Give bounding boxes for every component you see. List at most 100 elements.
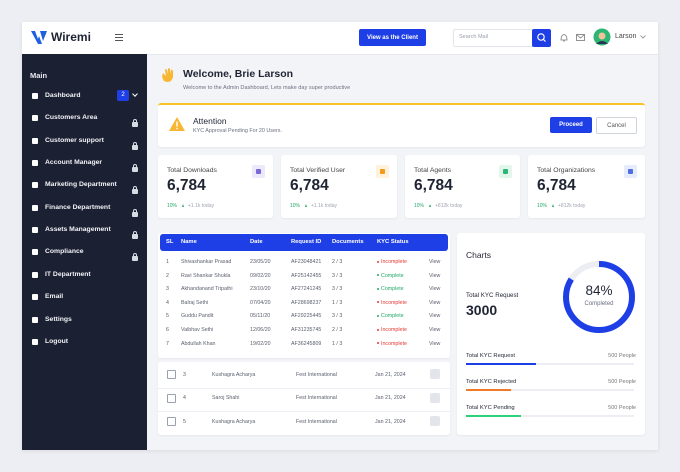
table-cell: 23/05/20	[250, 259, 271, 265]
view-link[interactable]: View	[429, 272, 441, 279]
stat-card: Total Agents 6,784 10% +812k today	[405, 155, 520, 218]
user-chevron[interactable]	[640, 35, 646, 39]
checkbox[interactable]	[167, 393, 176, 403]
search-placeholder: Search Mail	[459, 34, 489, 40]
list-cell: Kushagra Acharya	[212, 371, 256, 378]
nav-item[interactable]: IT Department	[22, 268, 147, 282]
lock-icon	[132, 231, 138, 240]
total-label: Total KYC Request	[466, 292, 519, 299]
view-link[interactable]: View	[429, 286, 441, 293]
progress-fill	[466, 415, 521, 417]
table-cell: 5	[166, 313, 169, 320]
table-cell: AF36245809	[291, 340, 322, 347]
nav-item[interactable]: Settings	[22, 313, 147, 327]
nav-label: Customers Area	[45, 114, 98, 122]
search-box[interactable]: Search Mail	[453, 29, 535, 47]
table-cell: Shivashankar Prasad	[181, 259, 232, 265]
kyc-status: Complete	[377, 286, 404, 292]
lock-icon	[132, 186, 138, 195]
nav-item[interactable]: Compliance	[22, 245, 147, 262]
table-cell: AF28698237	[291, 299, 322, 306]
more-button[interactable]	[430, 416, 440, 426]
nav-label: Account Manager	[45, 159, 103, 167]
kyc-status: Incomplete	[377, 259, 407, 265]
view-link[interactable]: View	[429, 313, 441, 320]
table-header	[160, 234, 448, 251]
kyc-status: Incomplete	[377, 327, 407, 333]
progress-track	[466, 363, 634, 365]
warning-icon	[169, 117, 185, 131]
donut-arc	[563, 261, 635, 333]
progress-value: 500 People	[608, 379, 636, 385]
logo-mark	[31, 31, 47, 44]
nav-label: Marketing Department	[45, 181, 117, 189]
table-cell: Guddu Pandit	[181, 313, 214, 320]
view-client-button[interactable]: View as the Client	[359, 29, 426, 46]
mail-icon[interactable]	[576, 34, 585, 41]
nav-label: Finance Department	[45, 203, 111, 211]
nav-icon	[32, 338, 38, 345]
list-cell: Kushagra Acharya	[212, 418, 256, 425]
nav-item[interactable]: Marketing Department	[22, 178, 147, 195]
nav-item[interactable]: Customers Area	[22, 111, 147, 128]
checkbox[interactable]	[167, 417, 176, 426]
bell-icon[interactable]	[560, 33, 568, 42]
checkbox[interactable]	[167, 370, 176, 379]
table-cell: Balraj Sethi	[181, 299, 209, 306]
stat-arrow	[305, 204, 307, 207]
kyc-status-text: Incomplete	[381, 259, 407, 265]
table-cell: AF23048421	[291, 259, 322, 265]
view-link[interactable]: View	[429, 299, 441, 306]
stat-change: 10%	[414, 203, 425, 209]
sidebar: Main Dashboard 2 Customers Area Customer su…	[22, 54, 147, 450]
table-cell: 07/04/20	[250, 299, 271, 306]
menu-toggle[interactable]	[115, 34, 123, 41]
nav-item[interactable]: Customer support	[22, 134, 147, 150]
nav-item[interactable]: Email	[22, 290, 147, 304]
table-cell: AF31235745	[291, 327, 322, 333]
stat-card: Total Downloads 6,784 10% +1.1k today	[158, 155, 273, 218]
list-cell: Saroj Shahi	[212, 395, 240, 401]
stat-value: 6,784	[167, 177, 206, 194]
table-cell: AF27241245	[291, 286, 322, 293]
kyc-status-text: Complete	[381, 286, 404, 293]
percent-label: 84%	[585, 283, 613, 298]
row-divider	[158, 411, 450, 412]
table-cell: 6	[166, 327, 169, 333]
app-frame: Wiremi View as the Client Search Mail La…	[22, 22, 658, 450]
nav-icon	[32, 182, 38, 189]
table-cell: 1	[166, 259, 169, 265]
welcome-subtitle: Welcome to the Admin Dashboard, Lets mak…	[183, 85, 351, 91]
stat-change: 10%	[290, 203, 301, 209]
more-button[interactable]	[430, 369, 440, 379]
user-name[interactable]: Larson	[615, 33, 637, 40]
proceed-button[interactable]: Proceed	[550, 117, 592, 133]
stat-card: Total Organizations 6,784 10% +812k today	[528, 155, 645, 218]
kyc-status-text: Incomplete	[381, 340, 407, 347]
nav-item[interactable]: Finance Department	[22, 201, 147, 217]
list-cell: Fest International	[296, 418, 337, 425]
list-cell: Fest International	[296, 371, 337, 378]
stat-icon	[252, 165, 265, 178]
view-link[interactable]: View	[429, 259, 441, 265]
stat-title: Total Agents	[414, 167, 452, 174]
avatar[interactable]	[593, 28, 611, 46]
table-cell: AF25142455	[291, 272, 322, 279]
nav-item[interactable]: Account Manager	[22, 156, 147, 173]
view-link[interactable]: View	[429, 340, 441, 347]
kyc-status-text: Complete	[381, 313, 404, 320]
nav-item[interactable]: Dashboard 2	[22, 89, 147, 103]
nav-item[interactable]: Assets Management	[22, 223, 147, 240]
cancel-button[interactable]: Cancel	[596, 117, 637, 134]
stat-arrow	[182, 204, 184, 207]
nav-label: Compliance	[45, 248, 84, 256]
more-button[interactable]	[430, 392, 440, 403]
stat-value: 6,784	[290, 177, 329, 194]
progress-track	[466, 415, 634, 417]
nav-label: Assets Management	[45, 226, 111, 234]
search-button[interactable]	[532, 29, 551, 47]
view-link[interactable]: View	[429, 327, 441, 333]
table-cell: Vaibhav Sethi	[181, 327, 214, 333]
nav-item[interactable]: Logout	[22, 335, 147, 349]
nav-icon	[32, 227, 38, 234]
